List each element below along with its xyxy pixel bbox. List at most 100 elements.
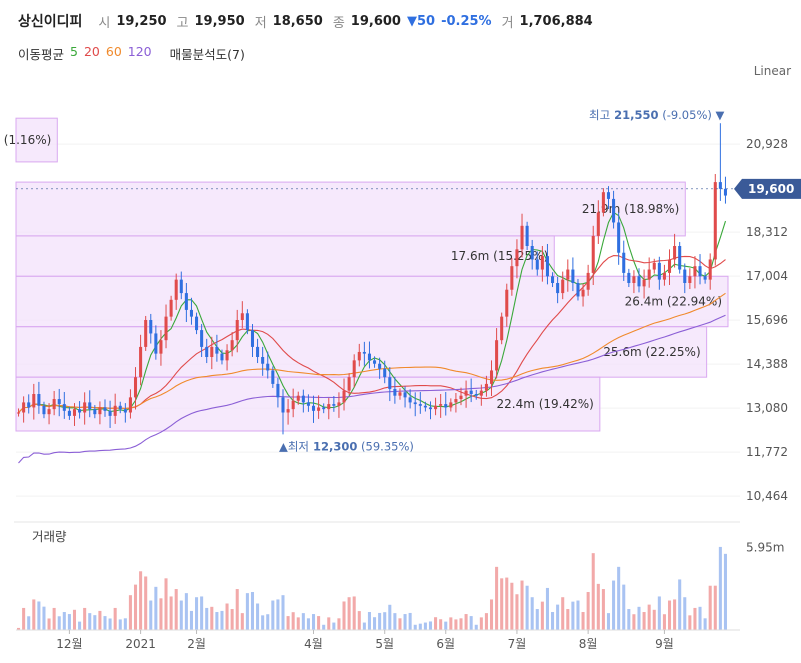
change-pct: -0.25%: [441, 13, 492, 29]
candle-body: [459, 395, 463, 400]
current-price-label: 19,600: [748, 182, 794, 196]
candle-body: [576, 283, 580, 297]
candle-body: [479, 390, 483, 396]
volume-bar: [551, 612, 555, 630]
volume-bar: [393, 613, 397, 630]
candle-body: [642, 279, 646, 287]
candle-body: [474, 394, 478, 396]
candle-body: [535, 259, 539, 270]
volume-bar: [301, 613, 305, 630]
volume-bar: [37, 601, 41, 630]
volume-bar: [62, 612, 66, 630]
volume-profile-label: 25.6m (22.25%): [603, 345, 700, 359]
candle-body: [703, 276, 707, 280]
current-price-tag[interactable]: [734, 178, 801, 199]
open-value: 19,250: [116, 13, 167, 29]
candle-body: [713, 182, 717, 260]
candle-body: [164, 316, 168, 341]
candle-body: [317, 407, 321, 411]
candle-body: [286, 409, 290, 413]
candle-body: [545, 256, 549, 277]
volume-bars: 5.95m: [17, 541, 784, 630]
volume-profile-bar: [15, 181, 686, 237]
time-tick-label: 12월: [56, 637, 82, 651]
ma-legend-title[interactable]: 이동평균: [18, 47, 65, 62]
candle-body: [627, 272, 631, 283]
candle-body: [62, 404, 66, 411]
volume-bar: [388, 604, 392, 630]
candle-body: [591, 235, 595, 273]
volume-bar: [479, 617, 483, 630]
ma60-legend[interactable]: 60: [105, 44, 122, 59]
volume-bar: [632, 614, 636, 630]
volume-bar: [240, 613, 244, 630]
volume-bar: [245, 593, 249, 630]
volume-bar: [57, 616, 61, 630]
candle-body: [693, 266, 697, 277]
time-tick-label: 2021: [125, 637, 156, 651]
candle-body: [525, 225, 529, 246]
candle-body: [673, 246, 677, 260]
candle-body: [469, 390, 473, 394]
candle-body: [408, 397, 412, 403]
volume-bar: [47, 618, 51, 630]
volume-bar: [306, 618, 310, 630]
candle-body: [261, 357, 265, 364]
ma5-legend[interactable]: 5: [70, 44, 78, 59]
volume-bar: [225, 603, 229, 630]
volume-bar: [347, 597, 351, 630]
volume-bar: [342, 601, 346, 630]
candle-body: [464, 390, 468, 396]
volume-bar: [52, 607, 56, 630]
candle-body: [306, 402, 310, 406]
close-label: 종: [332, 15, 345, 31]
candle-body: [683, 269, 687, 283]
candle-body: [698, 266, 702, 277]
volume-bar: [703, 618, 707, 630]
volume-profile-bar: [15, 275, 729, 328]
price-tick-label: 14,388: [746, 357, 788, 371]
candle-body: [301, 395, 305, 403]
volume-bar: [495, 566, 499, 630]
volume-bar: [484, 613, 488, 630]
volume-bar: [332, 622, 336, 630]
candle-body: [612, 198, 616, 223]
time-tick-label: 5월: [375, 637, 394, 651]
volume-bar: [154, 586, 158, 630]
volume-profile-legend[interactable]: 매물분석도(7): [169, 47, 245, 62]
price-axis: 20,928 18,312 17,004 15,696 14,388 13,080 11,7…: [746, 137, 788, 503]
candle-body: [505, 289, 509, 317]
volume-bar: [530, 597, 534, 630]
candle-body: [561, 279, 565, 294]
candle-body: [215, 346, 219, 354]
candle-body: [47, 409, 51, 415]
candle-body: [423, 405, 427, 408]
ma120-legend[interactable]: 120: [127, 44, 152, 59]
scale-mode-toggle[interactable]: Linear: [753, 64, 791, 78]
candle-body: [520, 225, 524, 250]
candle-body: [205, 346, 209, 357]
price-tick-label: 11,772: [746, 445, 788, 459]
volume-bar: [220, 610, 224, 630]
ma20-legend[interactable]: 20: [83, 44, 100, 59]
candle-body: [291, 400, 295, 410]
volume-bar: [113, 607, 117, 630]
candle-body: [128, 397, 132, 413]
stock-name[interactable]: 상신이디피: [18, 14, 83, 30]
volume-bar: [123, 618, 127, 630]
volume-bar: [581, 612, 585, 630]
volume-bar: [261, 615, 265, 630]
candle-body: [133, 377, 138, 398]
candle-body: [515, 249, 519, 267]
price-tick-label: 17,004: [746, 269, 788, 283]
volume-bar: [662, 614, 666, 630]
volume-bar: [667, 600, 672, 630]
candle-body: [378, 363, 382, 369]
candle-body: [27, 402, 31, 408]
volume-bar: [693, 607, 697, 630]
candle-body: [250, 330, 255, 347]
time-tick-label: 8월: [579, 637, 598, 651]
time-tick-label: 2월: [187, 637, 206, 651]
candle-body: [418, 404, 422, 406]
